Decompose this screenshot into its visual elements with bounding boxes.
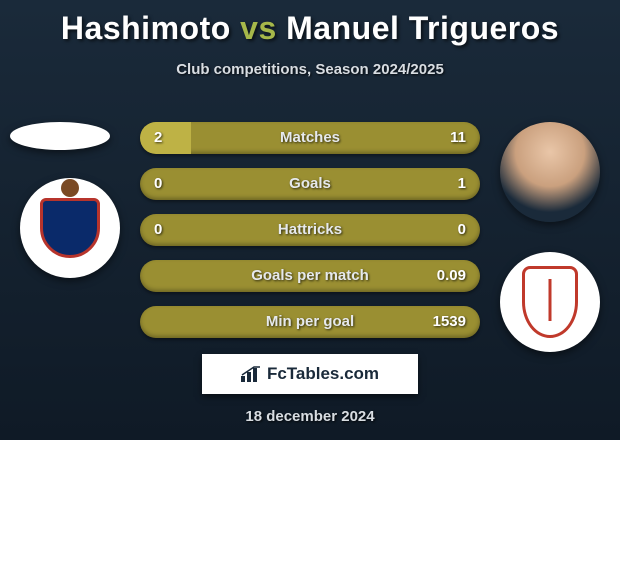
date-line: 18 december 2024 xyxy=(0,408,620,425)
branding-text: FcTables.com xyxy=(267,364,379,383)
player2-club-crest xyxy=(500,252,600,352)
stat-bar: Min per goal 1539 xyxy=(140,306,480,338)
player2-avatar xyxy=(500,122,600,222)
stat-bar: 2 Matches 11 xyxy=(140,122,480,154)
stat-value-right: 11 xyxy=(450,122,466,154)
stat-value-right: 0.09 xyxy=(437,260,466,292)
bars-icon xyxy=(241,357,261,397)
stat-value-right: 1539 xyxy=(433,306,466,338)
stat-bar: 0 Hattricks 0 xyxy=(140,214,480,246)
player1-avatar xyxy=(10,122,110,150)
title-player1: Hashimoto xyxy=(61,10,231,46)
stat-label: Hattricks xyxy=(140,214,480,246)
title-vs: vs xyxy=(240,10,277,46)
stat-bar: Goals per match 0.09 xyxy=(140,260,480,292)
stat-label: Min per goal xyxy=(140,306,480,338)
stat-value-right: 0 xyxy=(458,214,466,246)
eibar-crest-icon xyxy=(40,198,100,258)
stat-label: Matches xyxy=(140,122,480,154)
stat-value-right: 1 xyxy=(458,168,466,200)
granada-crest-icon xyxy=(522,266,578,338)
comparison-card: Hashimoto vs Manuel Trigueros Club compe… xyxy=(0,0,620,440)
subtitle: Club competitions, Season 2024/2025 xyxy=(0,61,620,78)
stat-bars: 2 Matches 11 0 Goals 1 0 Hattricks 0 Goa… xyxy=(140,122,480,352)
branding-badge: FcTables.com xyxy=(202,354,418,394)
title-player2: Manuel Trigueros xyxy=(286,10,559,46)
stat-label: Goals xyxy=(140,168,480,200)
page-title: Hashimoto vs Manuel Trigueros xyxy=(0,0,620,47)
player1-club-crest xyxy=(20,178,120,278)
stat-label: Goals per match xyxy=(140,260,480,292)
stat-bar: 0 Goals 1 xyxy=(140,168,480,200)
